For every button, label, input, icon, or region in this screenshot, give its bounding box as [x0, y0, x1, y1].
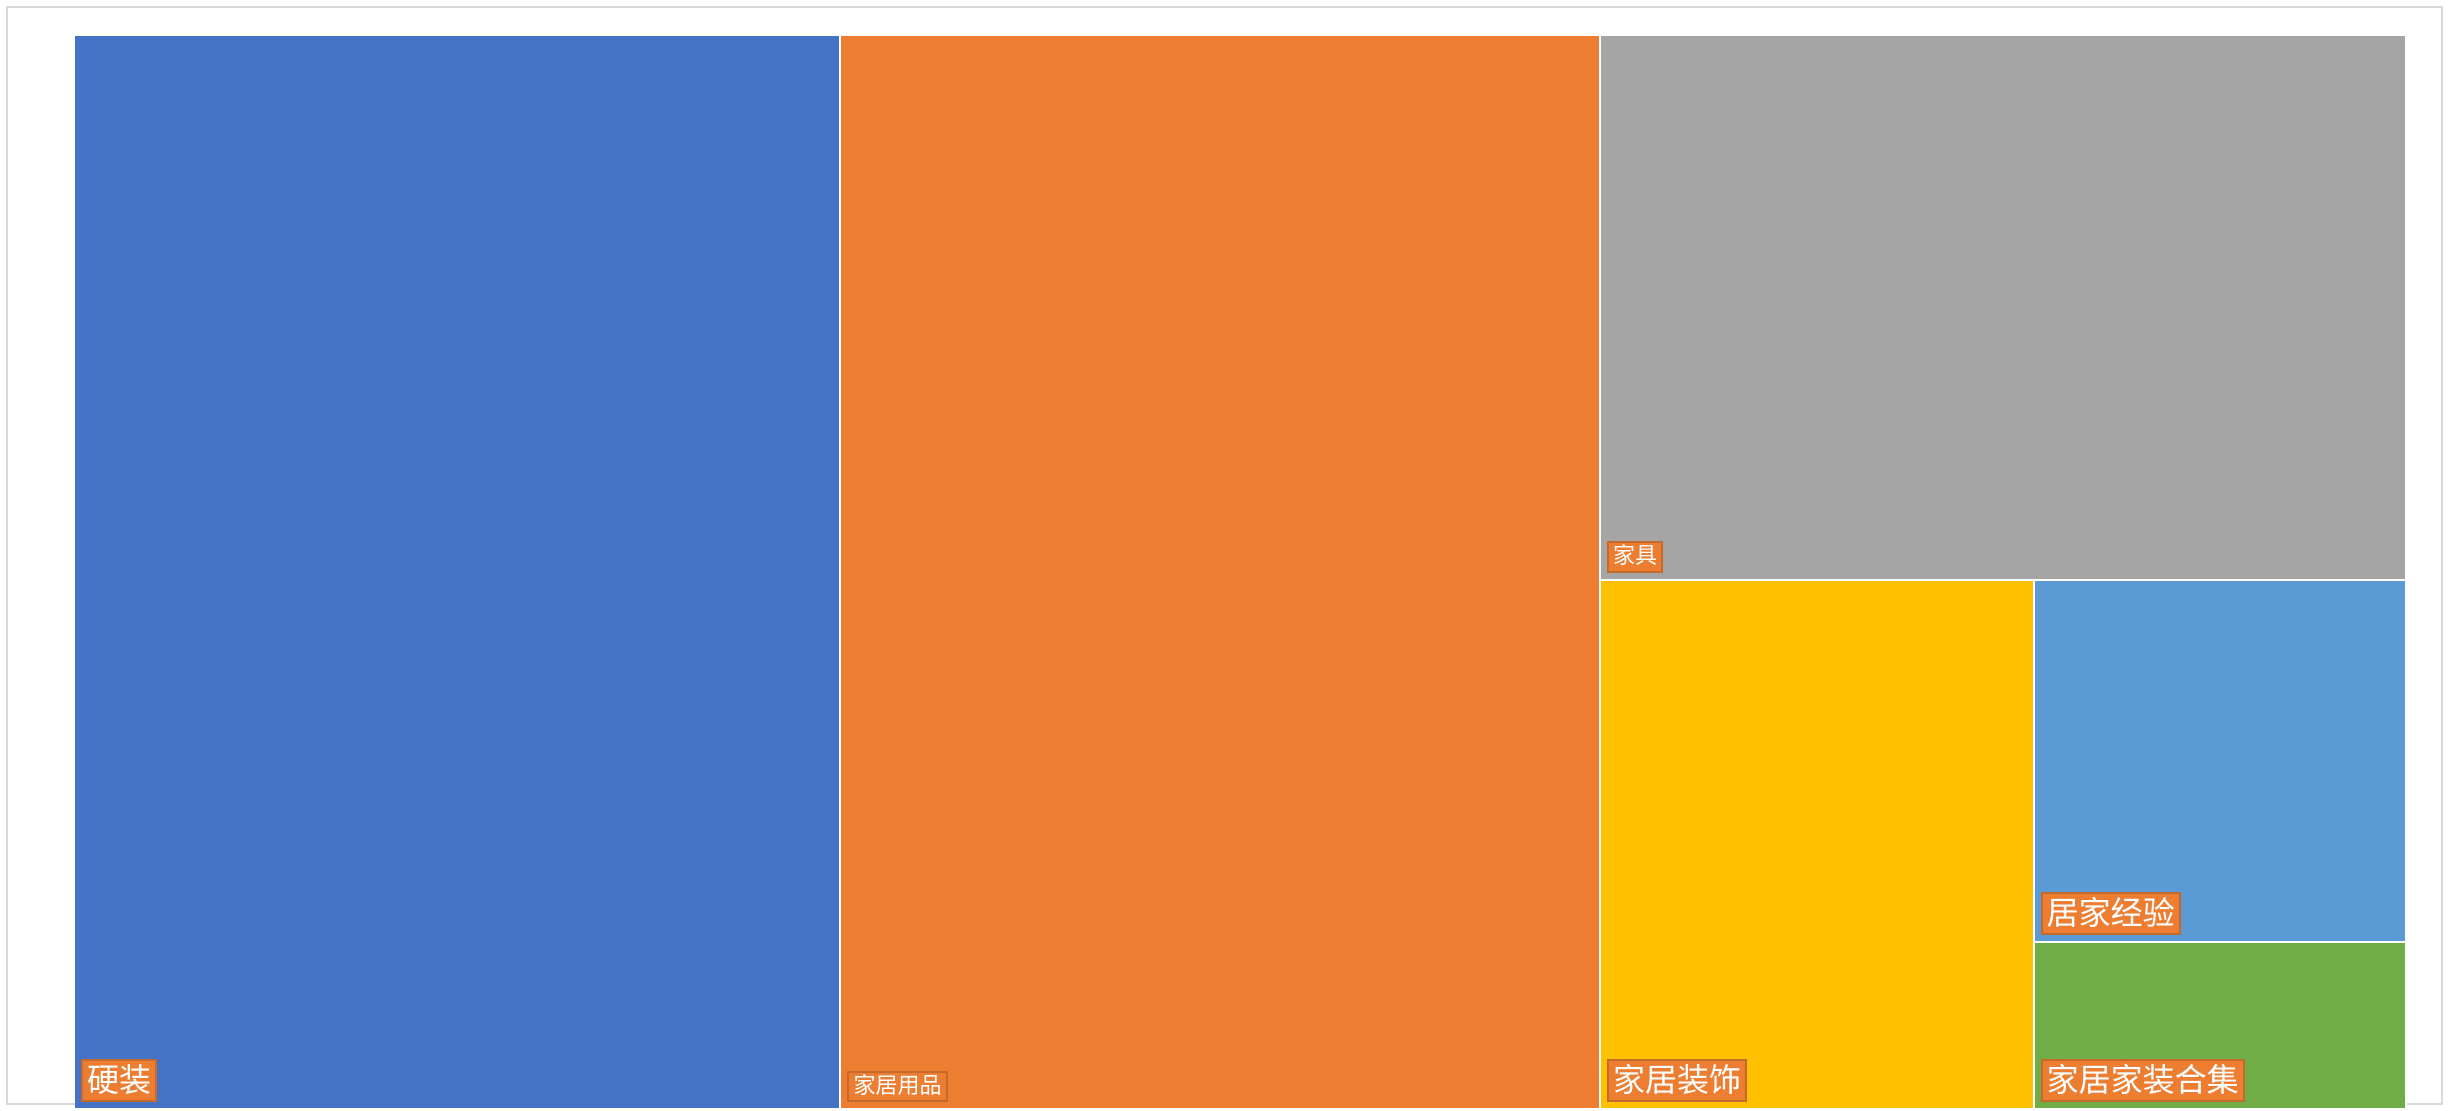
treemap-tile-label: 家居家装合集	[2040, 1059, 2245, 1102]
treemap-tile-label: 居家经验	[2040, 891, 2181, 935]
treemap-tile: 家居家装合集	[2034, 942, 2407, 1110]
treemap-tile: 家居装饰	[1601, 580, 2035, 1110]
treemap-tile-label: 家具	[1607, 541, 1664, 573]
treemap-plot-area: 硬装 家居用品 家具家居装饰 居家经验家居家装合集	[75, 36, 2407, 1110]
chart-frame: 硬装 家居用品 家具家居装饰 居家经验家居家装合集	[6, 6, 2443, 1110]
treemap-tile-label: 硬装	[81, 1059, 158, 1102]
treemap-tile: 硬装	[75, 36, 842, 1110]
treemap-tile: 家具	[1601, 36, 2407, 581]
treemap-tile-label: 家居装饰	[1607, 1059, 1748, 1102]
treemap-tile: 居家经验	[2034, 580, 2407, 943]
treemap-tile-label: 家居用品	[847, 1070, 948, 1102]
treemap-tile: 家居用品	[841, 36, 1601, 1110]
